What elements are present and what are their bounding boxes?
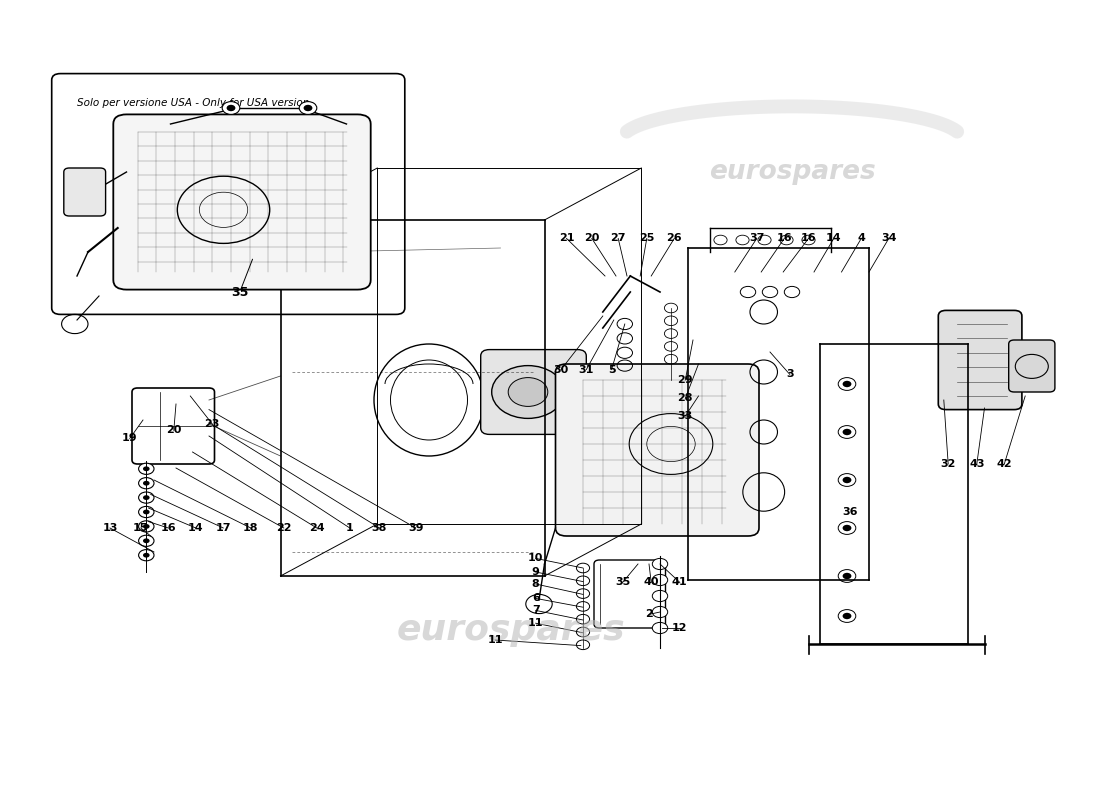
- Circle shape: [139, 478, 154, 489]
- Circle shape: [843, 429, 851, 435]
- Text: 34: 34: [881, 234, 896, 243]
- Circle shape: [843, 613, 851, 619]
- Circle shape: [492, 366, 564, 418]
- Text: 38: 38: [372, 523, 387, 533]
- FancyBboxPatch shape: [1009, 340, 1055, 392]
- Circle shape: [299, 102, 317, 114]
- Text: 7: 7: [531, 606, 540, 615]
- Text: 31: 31: [579, 365, 594, 374]
- Text: 43: 43: [969, 459, 984, 469]
- Circle shape: [508, 378, 548, 406]
- Circle shape: [843, 525, 851, 531]
- Text: 16: 16: [161, 523, 176, 533]
- Text: 32: 32: [940, 459, 956, 469]
- Circle shape: [843, 573, 851, 579]
- Circle shape: [652, 574, 668, 586]
- Text: 42: 42: [997, 459, 1012, 469]
- Text: 14: 14: [188, 523, 204, 533]
- Text: eurospares: eurospares: [397, 614, 626, 647]
- Circle shape: [576, 602, 590, 611]
- Text: 29: 29: [678, 375, 693, 385]
- Circle shape: [843, 381, 851, 387]
- Circle shape: [139, 521, 154, 532]
- Text: 15: 15: [133, 523, 148, 533]
- Text: 13: 13: [102, 523, 118, 533]
- Circle shape: [139, 535, 154, 546]
- Text: 12: 12: [672, 623, 688, 633]
- Text: 16: 16: [777, 234, 792, 243]
- FancyBboxPatch shape: [64, 168, 106, 216]
- Text: 4: 4: [857, 234, 866, 243]
- Text: 2: 2: [645, 610, 653, 619]
- FancyBboxPatch shape: [556, 364, 759, 536]
- Text: 16: 16: [801, 234, 816, 243]
- Text: 35: 35: [231, 286, 249, 298]
- FancyBboxPatch shape: [113, 114, 371, 290]
- FancyBboxPatch shape: [938, 310, 1022, 410]
- Text: 6: 6: [531, 594, 540, 603]
- Text: 37: 37: [749, 234, 764, 243]
- Text: 27: 27: [610, 234, 626, 243]
- Text: Solo per versione USA - Only for USA version: Solo per versione USA - Only for USA ver…: [77, 98, 309, 108]
- Text: 10: 10: [528, 554, 543, 563]
- Text: 19: 19: [122, 434, 138, 443]
- Circle shape: [139, 463, 154, 474]
- Text: eurospares: eurospares: [708, 159, 876, 185]
- Circle shape: [143, 495, 150, 500]
- Text: 8: 8: [531, 579, 540, 589]
- Circle shape: [143, 466, 150, 471]
- Circle shape: [652, 590, 668, 602]
- Circle shape: [143, 510, 150, 514]
- Text: 26: 26: [667, 234, 682, 243]
- FancyBboxPatch shape: [132, 388, 214, 464]
- FancyBboxPatch shape: [481, 350, 586, 434]
- Text: 3: 3: [786, 370, 793, 379]
- Circle shape: [652, 606, 668, 618]
- Circle shape: [576, 576, 590, 586]
- Text: 39: 39: [408, 523, 424, 533]
- Text: 28: 28: [678, 394, 693, 403]
- Circle shape: [139, 550, 154, 561]
- Circle shape: [576, 640, 590, 650]
- Circle shape: [576, 614, 590, 624]
- Circle shape: [652, 622, 668, 634]
- Text: 9: 9: [531, 567, 540, 577]
- Text: 25: 25: [639, 234, 654, 243]
- Text: 35: 35: [615, 578, 630, 587]
- Text: 17: 17: [216, 523, 231, 533]
- Circle shape: [576, 627, 590, 637]
- Circle shape: [139, 492, 154, 503]
- Circle shape: [576, 589, 590, 598]
- Text: 18: 18: [243, 523, 258, 533]
- Text: 33: 33: [678, 411, 693, 421]
- Text: 36: 36: [843, 507, 858, 517]
- Text: 41: 41: [672, 578, 688, 587]
- FancyBboxPatch shape: [52, 74, 405, 314]
- FancyBboxPatch shape: [594, 560, 666, 628]
- Text: 1: 1: [345, 523, 354, 533]
- Text: 11: 11: [487, 635, 503, 645]
- Text: 23: 23: [205, 419, 220, 429]
- Text: 20: 20: [584, 234, 600, 243]
- Circle shape: [652, 558, 668, 570]
- Circle shape: [843, 477, 851, 483]
- Text: 20: 20: [166, 426, 182, 435]
- Text: 5: 5: [608, 365, 615, 374]
- Circle shape: [222, 102, 240, 114]
- Text: 22: 22: [276, 523, 292, 533]
- Circle shape: [143, 524, 150, 529]
- Circle shape: [143, 481, 150, 486]
- Circle shape: [304, 105, 312, 111]
- Text: 30: 30: [553, 365, 569, 374]
- Circle shape: [227, 105, 235, 111]
- Text: 40: 40: [644, 578, 659, 587]
- Circle shape: [139, 506, 154, 518]
- Text: 14: 14: [826, 234, 842, 243]
- Text: 24: 24: [309, 523, 324, 533]
- Text: 21: 21: [559, 234, 574, 243]
- Circle shape: [143, 553, 150, 558]
- Circle shape: [143, 538, 150, 543]
- Text: 11: 11: [528, 618, 543, 628]
- Circle shape: [576, 563, 590, 573]
